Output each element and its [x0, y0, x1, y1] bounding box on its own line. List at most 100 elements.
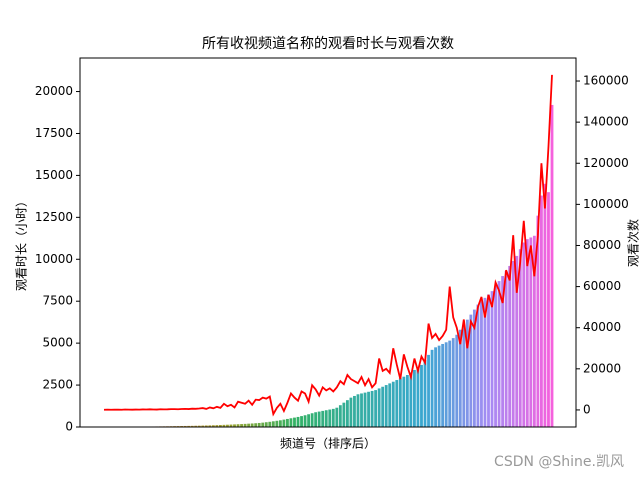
y2-tick-label: 60000	[583, 279, 621, 293]
bar	[525, 239, 529, 427]
y2-tick-label: 120000	[583, 156, 629, 170]
bar	[342, 402, 346, 427]
bar	[338, 405, 342, 427]
bar	[416, 367, 420, 427]
bar	[197, 425, 201, 427]
bar	[532, 235, 536, 427]
bar	[303, 415, 307, 427]
bar	[321, 410, 325, 427]
bar	[437, 345, 441, 427]
bar	[261, 422, 265, 427]
bar	[271, 421, 275, 427]
bar	[547, 192, 550, 427]
y-tick-label: 10000	[35, 252, 73, 266]
bar	[264, 422, 268, 427]
bar	[187, 425, 191, 427]
bar	[462, 324, 466, 427]
bar	[307, 414, 311, 427]
bar	[480, 301, 483, 427]
bar	[430, 349, 434, 427]
plot-frame	[79, 57, 577, 428]
bar	[522, 242, 526, 427]
bar	[384, 385, 388, 427]
bar	[201, 425, 205, 427]
bar	[515, 255, 519, 427]
bar	[497, 281, 501, 427]
bar	[490, 291, 494, 427]
x-axis-label: 频道号（排序后）	[280, 436, 376, 451]
bar	[465, 319, 469, 427]
bar	[317, 411, 321, 427]
bar	[250, 423, 254, 427]
bar	[300, 416, 303, 427]
bar	[508, 265, 512, 427]
y2-tick-label: 20000	[583, 361, 621, 375]
bar	[402, 376, 406, 427]
bar	[451, 338, 455, 427]
bar	[543, 183, 547, 427]
bar	[381, 386, 385, 427]
chart-title: 所有收视频道名称的观看时长与观看次数	[202, 36, 454, 52]
bar	[286, 418, 289, 427]
bar	[420, 364, 423, 427]
y-tick-label: 7500	[42, 294, 73, 308]
bar	[356, 394, 360, 427]
line	[103, 74, 553, 417]
bar	[374, 390, 378, 427]
bar	[377, 388, 381, 427]
bar	[275, 420, 279, 427]
bar	[310, 413, 314, 427]
bar	[363, 392, 367, 427]
bar	[360, 393, 363, 427]
bar	[257, 422, 261, 427]
bar	[254, 423, 258, 427]
y2-tick-label: 80000	[583, 238, 621, 252]
y2-tick-label: 40000	[583, 320, 621, 334]
bar	[540, 195, 543, 427]
bar	[398, 378, 402, 427]
bar	[331, 408, 335, 427]
bar	[487, 294, 490, 427]
watermark: CSDN @Shine.凯风	[494, 454, 624, 470]
y2-tick-label: 140000	[583, 115, 629, 129]
bar	[427, 354, 430, 427]
bar	[550, 104, 554, 428]
bar	[345, 400, 349, 427]
y-axis-label: 观看时长（小时）	[15, 195, 29, 291]
bar	[296, 416, 300, 427]
bar	[413, 369, 416, 427]
bar	[388, 383, 392, 427]
y2-axis-label: 观看次数	[626, 219, 640, 267]
bar	[328, 409, 332, 427]
bar	[472, 309, 476, 427]
bar	[529, 237, 533, 427]
bar	[483, 297, 487, 427]
bar	[247, 423, 251, 427]
bar	[324, 410, 328, 427]
bar	[409, 372, 413, 427]
bar	[501, 276, 505, 427]
bar	[243, 423, 247, 427]
bar	[511, 260, 515, 427]
bar	[240, 424, 243, 427]
bar	[194, 425, 198, 427]
bar	[218, 424, 222, 427]
bar	[441, 343, 445, 427]
bar	[190, 425, 194, 427]
bar	[458, 329, 462, 427]
bar	[278, 420, 282, 427]
bar	[335, 407, 339, 427]
y-tick-label: 2500	[42, 378, 73, 392]
bar	[236, 424, 240, 427]
bar	[229, 424, 233, 427]
bar	[455, 334, 459, 427]
bar	[448, 340, 452, 427]
y-tick-label: 5000	[42, 336, 73, 350]
bar	[444, 342, 448, 427]
y2-tick-label: 0	[583, 402, 591, 416]
bar	[215, 425, 219, 427]
bar	[204, 425, 208, 427]
bar	[395, 380, 399, 427]
bar	[405, 375, 409, 427]
